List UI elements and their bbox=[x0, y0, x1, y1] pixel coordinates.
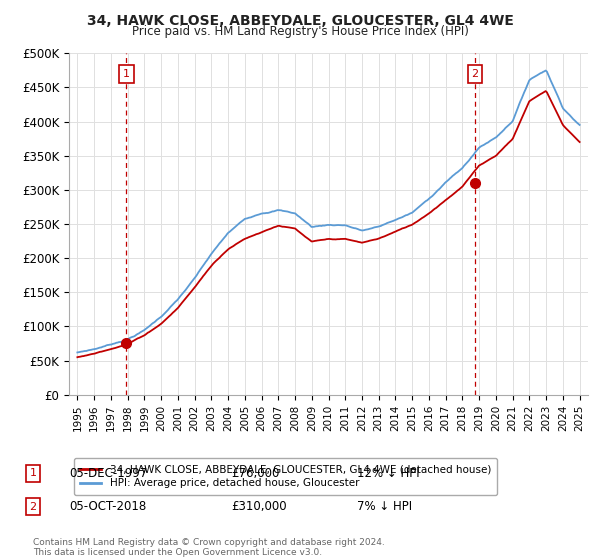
Text: 7% ↓ HPI: 7% ↓ HPI bbox=[357, 500, 412, 514]
Text: Contains HM Land Registry data © Crown copyright and database right 2024.
This d: Contains HM Land Registry data © Crown c… bbox=[33, 538, 385, 557]
Text: Price paid vs. HM Land Registry's House Price Index (HPI): Price paid vs. HM Land Registry's House … bbox=[131, 25, 469, 38]
Text: £76,000: £76,000 bbox=[231, 466, 280, 480]
Text: 05-DEC-1997: 05-DEC-1997 bbox=[69, 466, 147, 480]
Text: 34, HAWK CLOSE, ABBEYDALE, GLOUCESTER, GL4 4WE: 34, HAWK CLOSE, ABBEYDALE, GLOUCESTER, G… bbox=[86, 14, 514, 28]
Text: 05-OCT-2018: 05-OCT-2018 bbox=[69, 500, 146, 514]
Text: 12% ↓ HPI: 12% ↓ HPI bbox=[357, 466, 419, 480]
Legend: 34, HAWK CLOSE, ABBEYDALE, GLOUCESTER, GL4 4WE (detached house), HPI: Average pr: 34, HAWK CLOSE, ABBEYDALE, GLOUCESTER, G… bbox=[74, 458, 497, 494]
Text: 1: 1 bbox=[123, 69, 130, 79]
Text: 2: 2 bbox=[472, 69, 479, 79]
Text: 1: 1 bbox=[29, 468, 37, 478]
Text: 2: 2 bbox=[29, 502, 37, 512]
Text: £310,000: £310,000 bbox=[231, 500, 287, 514]
